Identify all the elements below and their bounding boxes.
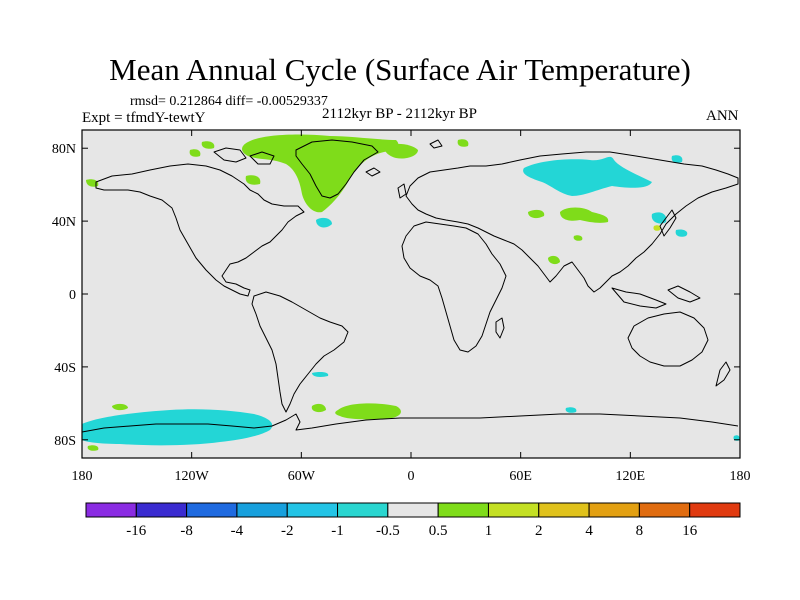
anomaly-canada-warm-2 <box>189 149 201 157</box>
coast-australia <box>627 311 709 367</box>
anomaly-west-antarctica-cool <box>82 409 273 446</box>
anomaly-caspian-warm <box>528 209 545 219</box>
colorbar-swatch <box>437 502 489 518</box>
colorbar-label: -0.5 <box>376 523 400 539</box>
lat-tick-label: 80S <box>54 434 76 449</box>
anomaly-southern-ocean-warm-1 <box>335 403 401 420</box>
lon-tick-label: 120E <box>616 469 646 484</box>
colorbar-label: -16 <box>126 523 146 539</box>
coast-british-isles <box>397 183 407 199</box>
colorbar-swatch <box>638 502 691 518</box>
rmsd-diff-stats: rmsd= 0.212864 diff= -0.00529337 <box>130 94 328 109</box>
anomaly-southern-pacific-cool <box>312 372 329 377</box>
colorbar-label: 1 <box>485 523 493 539</box>
colorbar-swatch <box>387 502 439 518</box>
coast-antarctica <box>82 413 739 433</box>
anomaly-southern-ocean-cool-2 <box>565 407 577 413</box>
anomaly-southern-ocean-warm-2 <box>311 403 326 413</box>
anomaly-japan-cool <box>651 212 667 224</box>
anomaly-alaska-warm <box>86 179 99 187</box>
colorbar-swatch <box>85 502 137 518</box>
anomaly-hudson-warm <box>245 175 261 185</box>
lat-tick-label: 40N <box>52 215 76 230</box>
anomaly-india-warm <box>548 255 560 265</box>
lon-tick-label: 60E <box>509 469 532 484</box>
anomaly-greenland-warm <box>242 134 399 213</box>
anomaly-fields <box>82 134 740 451</box>
anomaly-siberia-cool <box>523 156 652 196</box>
experiment-label: Expt = tfmdY-tewtY <box>82 110 206 126</box>
colorbar-label: -1 <box>331 523 344 539</box>
coast-iceland <box>365 167 381 177</box>
anomaly-central-asia-warm <box>560 207 609 223</box>
colorbar-label: 0.5 <box>429 523 448 539</box>
colorbar-label: -2 <box>281 523 294 539</box>
coast-africa <box>401 221 507 353</box>
lat-tick-label: 40S <box>54 361 76 376</box>
colorbar-label: 8 <box>636 523 644 539</box>
anomaly-pacific-cool <box>675 229 688 237</box>
anomaly-scandinavia-warm <box>457 139 469 147</box>
anomaly-tibet-warm <box>573 235 583 241</box>
colorbar-swatch <box>689 502 741 518</box>
longitude-axis: 180 120W 60W 0 60E 120E 180 <box>72 130 751 484</box>
coastlines <box>82 139 739 433</box>
anomaly-japan-warm <box>653 225 661 231</box>
lon-tick-label: 180 <box>730 469 751 484</box>
colorbar-swatch <box>538 502 590 518</box>
latitude-axis: 80N 40N 0 40S 80S <box>52 142 740 449</box>
colorbar-label: -4 <box>231 523 244 539</box>
coast-japan <box>659 209 677 237</box>
lon-tick-label: 120W <box>175 469 210 484</box>
colorbar-swatch <box>487 502 540 518</box>
colorbar-label: 16 <box>682 523 698 539</box>
plot-title: Mean Annual Cycle (Surface Air Temperatu… <box>109 52 691 87</box>
anomaly-north-atlantic-warm <box>384 143 418 159</box>
coast-southeast-asia-islands <box>611 285 701 309</box>
lon-tick-label: 0 <box>408 469 415 484</box>
season-label: ANN <box>706 108 739 124</box>
coast-north-america <box>95 163 305 297</box>
coast-greenland <box>295 139 379 199</box>
colorbar-label: 4 <box>585 523 593 539</box>
coast-south-america <box>251 291 349 413</box>
lat-tick-label: 80N <box>52 142 76 157</box>
period-label: 2112kyr BP - 2112kyr BP <box>322 106 478 122</box>
lat-tick-label: 0 <box>69 288 76 303</box>
anomaly-atlantic-cool <box>316 217 332 228</box>
colorbar-swatch <box>588 502 640 518</box>
anomaly-southern-ocean-warm-3 <box>112 403 128 411</box>
colorbar-swatch <box>236 502 288 518</box>
anomaly-canada-warm <box>201 141 215 149</box>
lon-tick-label: 180 <box>72 469 93 484</box>
anomaly-east-siberia-cool <box>671 155 683 163</box>
coast-canadian-archipelago <box>213 147 275 165</box>
colorbar-swatch <box>135 502 188 518</box>
anomaly-antarctica-warm <box>87 445 99 451</box>
coast-new-zealand <box>715 361 731 387</box>
coast-svalbard <box>429 139 443 149</box>
colorbar-swatch <box>337 502 389 518</box>
colorbar-label: 2 <box>535 523 543 539</box>
colorbar: -16 -8 -4 -2 -1 -0.5 0.5 1 2 4 8 16 <box>85 502 741 539</box>
coast-eurasia <box>405 151 739 293</box>
lon-tick-label: 60W <box>288 469 316 484</box>
colorbar-swatch <box>186 502 238 518</box>
colorbar-swatch <box>286 502 339 518</box>
colorbar-label: -8 <box>180 523 193 539</box>
coast-madagascar <box>495 317 505 339</box>
